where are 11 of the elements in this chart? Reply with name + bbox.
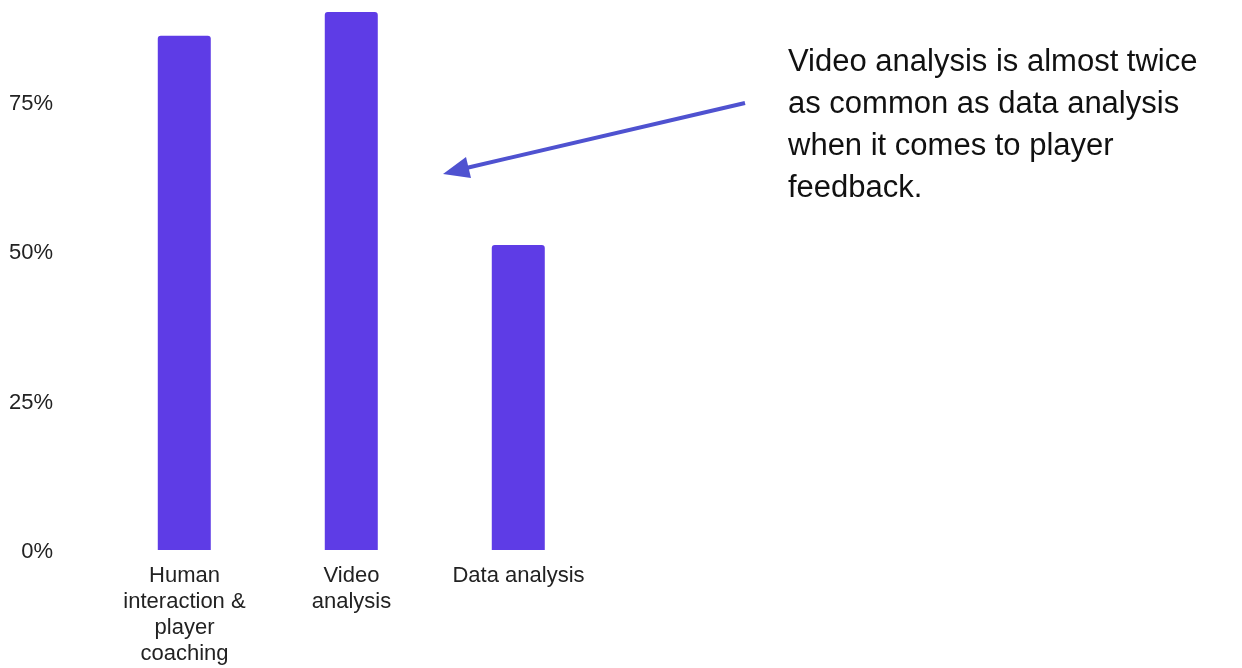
y-tick-label: 75% [8,89,53,115]
bar [324,11,378,550]
y-tick-label: 50% [8,239,53,265]
x-tick-label: Video analysis [311,562,392,613]
y-tick-label: 0% [21,538,53,563]
bar [157,35,211,550]
x-tick-label: Data analysis [452,562,585,587]
text: Video analysis is almost twice as common as data analysis when it comes to player feedback. [788,42,1199,206]
y-tick-label: 25% [8,388,53,414]
x-tick-label: Human interaction & player coaching [123,562,246,665]
bar [491,245,545,550]
